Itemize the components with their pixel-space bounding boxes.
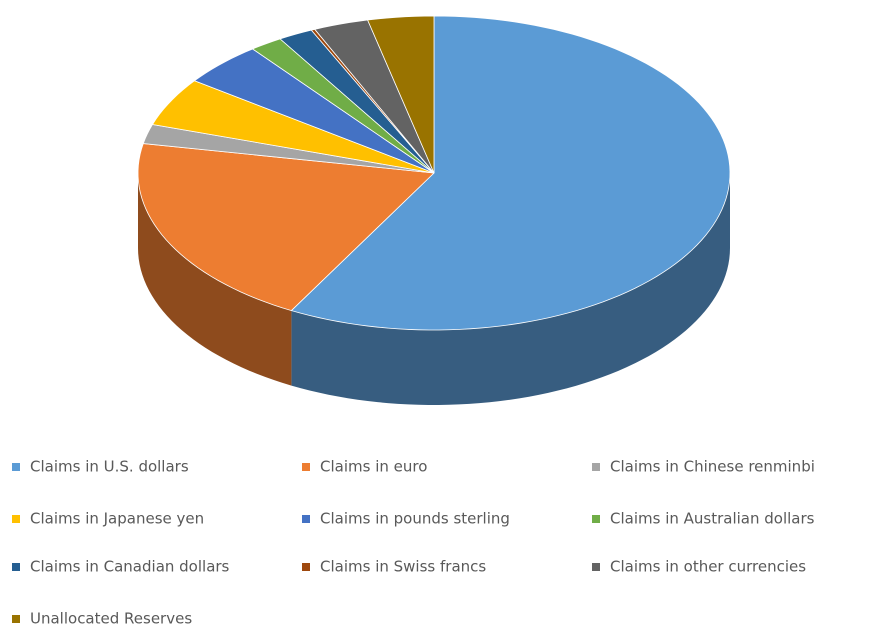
legend-marker (302, 463, 310, 471)
legend-marker (12, 515, 20, 523)
legend-marker (592, 515, 600, 523)
legend-marker (12, 463, 20, 471)
legend-marker (592, 563, 600, 571)
legend-marker (12, 563, 20, 571)
legend-marker (302, 515, 310, 523)
legend-label: Claims in Swiss francs (320, 558, 486, 576)
slice (290, 15, 731, 331)
slice-side (291, 173, 730, 405)
legend-label: Claims in Canadian dollars (30, 558, 230, 576)
legend-label: Unallocated Reserves (30, 610, 192, 628)
legend-marker (592, 463, 600, 471)
legend-label: Claims in other currencies (610, 558, 806, 576)
legend-label: Claims in U.S. dollars (30, 458, 189, 476)
slice (151, 80, 435, 174)
slice (137, 143, 435, 312)
legend-label: Claims in Australian dollars (610, 510, 815, 528)
slice (314, 19, 435, 174)
legend-marker (302, 563, 310, 571)
slice-side (138, 173, 292, 386)
slice (193, 48, 435, 174)
legend-label: Claims in Japanese yen (30, 510, 204, 528)
legend-marker (12, 615, 20, 623)
legend-label: Claims in euro (320, 458, 427, 476)
legend-label: Claims in Chinese renminbi (610, 458, 815, 476)
legend-label: Claims in pounds sterling (320, 510, 510, 528)
slice (367, 15, 435, 174)
